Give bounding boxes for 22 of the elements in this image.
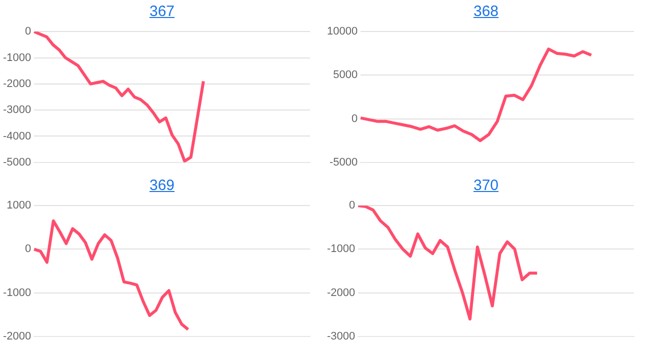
y-tick-label: 0 <box>349 200 356 212</box>
y-tick-label: -1000 <box>2 286 32 299</box>
y-tick-label: 5000 <box>333 69 358 82</box>
chart-title: 367 <box>149 3 175 20</box>
y-tick-label: -5000 <box>2 156 32 168</box>
y-tick-label: -5000 <box>329 156 358 168</box>
y-tick-label: -1000 <box>2 52 32 64</box>
y-tick-label: -4000 <box>2 130 32 142</box>
y-tick-label: -2000 <box>2 78 32 90</box>
chart-title: 369 <box>149 177 175 194</box>
chart-title: 370 <box>473 177 499 194</box>
y-tick-label: -2000 <box>326 286 356 299</box>
y-tick-label: 10000 <box>326 26 358 38</box>
y-tick-label: 1000 <box>6 200 32 212</box>
y-tick-label: -1000 <box>326 243 356 256</box>
y-tick-label: 0 <box>351 112 358 125</box>
chart-title: 368 <box>473 3 499 20</box>
y-tick-label: 0 <box>25 26 32 38</box>
y-tick-label: -2000 <box>2 330 32 342</box>
y-tick-label: -3000 <box>326 330 356 342</box>
y-tick-label: 0 <box>25 243 32 256</box>
y-tick-label: -3000 <box>2 104 32 116</box>
